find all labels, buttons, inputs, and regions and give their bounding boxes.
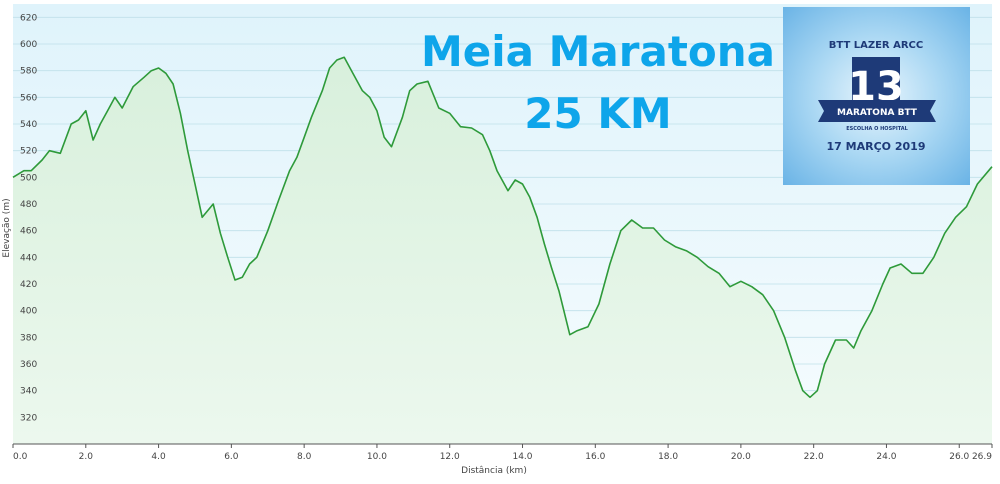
x-tick-label: 20.0 xyxy=(731,452,751,462)
y-tick-label: 440 xyxy=(20,253,37,263)
y-tick-label: 360 xyxy=(20,360,37,370)
x-tick-label: 0.0 xyxy=(13,452,28,462)
badge-ribbon-text: MARATONA BTT xyxy=(837,108,918,118)
badge-top-text: BTT LAZER ARCC xyxy=(829,40,923,51)
x-tick-label: 16.0 xyxy=(585,452,605,462)
x-tick-label: 18.0 xyxy=(658,452,678,462)
x-tick-label: 22.0 xyxy=(804,452,824,462)
x-tick-label: 14.0 xyxy=(512,452,532,462)
y-tick-label: 400 xyxy=(20,307,37,317)
y-tick-label: 600 xyxy=(20,40,37,50)
y-tick-label: 520 xyxy=(20,147,37,157)
event-badge: BTT LAZER ARCC 13 MARATONA BTT ESCOLHA O… xyxy=(783,7,970,185)
y-tick-label: 540 xyxy=(20,120,37,130)
x-tick-label: 10.0 xyxy=(367,452,387,462)
x-tick-label: 4.0 xyxy=(151,452,166,462)
x-tick-label: 12.0 xyxy=(440,452,460,462)
y-tick-label: 320 xyxy=(20,413,37,423)
x-tick-label: 24.0 xyxy=(876,452,896,462)
x-axis-ticks: 0.0 2.0 4.0 6.0 8.0 10.0 12.0 14.0 16.0 18.0 20.0 2… xyxy=(12,444,993,462)
x-tick-label: 6.0 xyxy=(224,452,239,462)
y-tick-label: 580 xyxy=(20,67,37,77)
x-tick-label: 2.0 xyxy=(79,452,94,462)
y-tick-label: 420 xyxy=(20,280,37,290)
badge-sub-text: ESCOLHA O HOSPITAL xyxy=(846,126,908,132)
x-tick-label: 26.9 xyxy=(972,452,992,462)
elevation-line xyxy=(12,56,993,399)
y-tick-label: 560 xyxy=(20,93,37,103)
x-tick-label: 8.0 xyxy=(297,452,312,462)
y-axis-title: Elevação (m) xyxy=(2,198,12,257)
y-axis-ticks: 320 340 360 380 400 420 440 460 480 500 520 540 560 5… xyxy=(20,13,37,423)
y-tick-label: 460 xyxy=(20,227,37,237)
y-tick-label: 380 xyxy=(20,333,37,343)
badge-date: 17 MARÇO 2019 xyxy=(827,140,926,153)
overlay-title-line2: 25 KM xyxy=(524,89,671,138)
elevation-area xyxy=(13,57,992,445)
y-tick-label: 340 xyxy=(20,387,37,397)
y-tick-label: 500 xyxy=(20,173,37,183)
y-tick-label: 620 xyxy=(20,13,37,23)
overlay-title-line1: Meia Maratona xyxy=(421,27,775,76)
x-axis-title: Distância (km) xyxy=(461,466,527,476)
y-tick-label: 480 xyxy=(20,200,37,210)
x-tick-label: 26.0 xyxy=(949,452,969,462)
ribbon-shape xyxy=(818,100,936,122)
